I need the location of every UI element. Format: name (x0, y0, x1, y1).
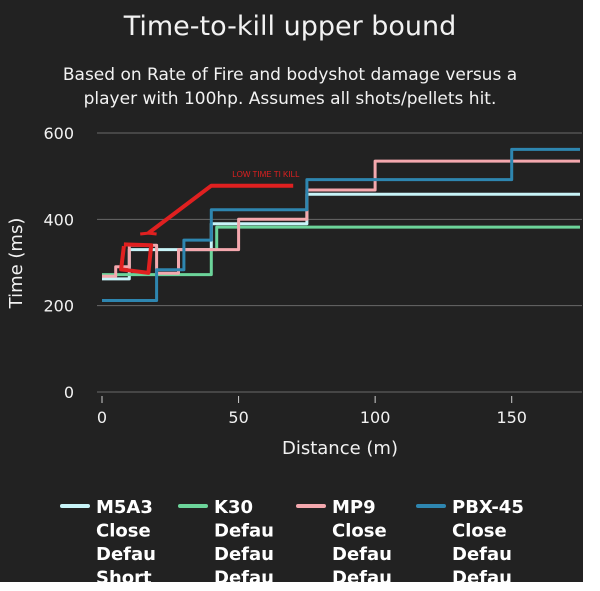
gridlines (97, 132, 582, 393)
x-axis-label: Distance (m) (282, 438, 398, 459)
x-axis-ticks: 0 50 100 150 (97, 396, 527, 427)
legend-label-m5a3: Defau (96, 544, 156, 565)
legend-label-pbx-45: Close (452, 521, 507, 542)
legend: M5A3CloseDefauShortK30DefauDefauDefauMP9… (60, 497, 524, 583)
series-lines (102, 147, 580, 302)
annotation-label: LOW TIME TI KILL (232, 170, 300, 179)
y-tick-label: 200 (43, 297, 74, 316)
chart-title: Time-to-kill upper bound (123, 11, 457, 42)
chart-frame: Time-to-kill upper bound Based on Rate o… (0, 0, 583, 582)
series-line-pbx-45 (102, 147, 580, 302)
x-tick-label: 150 (496, 408, 527, 427)
y-tick-label: 400 (43, 210, 74, 229)
y-axis-label: Time (ms) (6, 218, 27, 310)
y-tick-label: 600 (43, 124, 74, 143)
legend-label-m5a3: Close (96, 521, 151, 542)
annotation-bracket (119, 242, 154, 275)
legend-label-k30: K30 (214, 497, 253, 518)
legend-label-mp9: MP9 (332, 497, 376, 518)
x-tick-label: 100 (360, 408, 391, 427)
legend-label-mp9: Defau (332, 568, 392, 583)
annotation-arrow (147, 183, 294, 235)
legend-label-m5a3: Short (96, 568, 152, 583)
series-line-m5a3 (102, 192, 580, 281)
chart-subtitle-line-1: Based on Rate of Fire and bodyshot damag… (63, 65, 517, 85)
annotation: LOW TIME TI KILL (119, 170, 300, 275)
x-tick-label: 0 (97, 408, 107, 427)
annotation-arrowhead (140, 231, 157, 236)
legend-label-mp9: Defau (332, 544, 392, 565)
y-tick-label: 0 (64, 383, 74, 402)
legend-label-m5a3: M5A3 (96, 497, 153, 518)
legend-label-k30: Defau (214, 544, 274, 565)
legend-label-mp9: Close (332, 521, 387, 542)
image-margin (583, 0, 600, 591)
legend-label-pbx-45: PBX-45 (452, 497, 524, 518)
y-axis-ticks: 0 200 400 600 (43, 124, 74, 402)
legend-label-k30: Defau (214, 568, 274, 583)
x-tick-label: 50 (228, 408, 248, 427)
legend-label-pbx-45: Defau (452, 544, 512, 565)
legend-label-k30: Defau (214, 521, 274, 542)
legend-label-pbx-45: Defau (452, 568, 512, 583)
chart-subtitle-line-2: player with 100hp. Assumes all shots/pel… (84, 89, 497, 109)
chart-canvas: Time-to-kill upper bound Based on Rate o… (6, 11, 582, 583)
